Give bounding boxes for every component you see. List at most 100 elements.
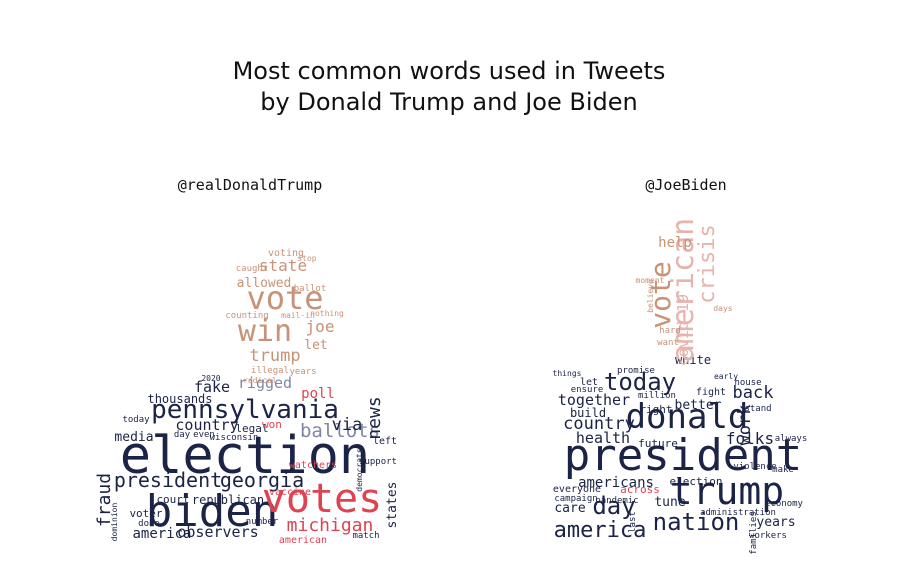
biden-word-donald: donald <box>626 397 749 437</box>
biden-word-election: election <box>670 475 723 488</box>
biden-word-things: things <box>553 369 582 378</box>
trump-word-left: left <box>373 436 397 447</box>
chart-title: Most common words used in Tweets by Dona… <box>0 56 898 118</box>
trump-word-let: let <box>304 338 327 353</box>
trump-word-news: news <box>364 396 385 439</box>
trump-word-mail-in: mail-in <box>281 311 315 320</box>
biden-word-economy: economy <box>765 499 804 509</box>
biden-word-health: health <box>576 429 630 447</box>
trump-word-michigan: michigan <box>287 515 374 536</box>
trump-word-thousands: thousands <box>147 392 212 406</box>
trump-word-fraud: fraud <box>94 473 115 527</box>
biden-word-campaign: campaign <box>554 494 597 504</box>
biden-word-early: early <box>714 372 738 381</box>
trump-word-watchers: watchers <box>289 460 337 471</box>
biden-word-violence: violence <box>733 462 776 472</box>
trump-word-years: years <box>289 367 316 377</box>
biden-word-build: build <box>570 406 606 420</box>
trump-word-voting: voting <box>268 248 304 259</box>
biden-word-day: day <box>592 492 635 520</box>
biden-word-days: days <box>713 304 732 313</box>
trump-word-2020: 2020 <box>201 374 220 383</box>
biden-word-fight: fight <box>696 387 726 398</box>
biden-word-everyone: everyone <box>553 484 601 495</box>
biden-word-back: back <box>733 383 774 403</box>
biden-word-ensure: ensure <box>571 385 604 395</box>
trump-word-ballot: ballot <box>294 284 327 294</box>
biden-word-white: white <box>675 353 711 367</box>
biden-word-families: families <box>749 511 759 554</box>
trump-word-support: support <box>359 457 397 467</box>
biden-word-last: last <box>628 511 638 533</box>
trump-panel-label: @realDonaldTrump <box>177 176 323 194</box>
trump-word-voter: voter <box>129 507 162 520</box>
biden-word-care: care <box>554 501 585 516</box>
trump-word-won: won <box>262 418 282 431</box>
biden-word-america: america <box>554 518 647 543</box>
trump-word-win: win <box>238 314 292 349</box>
trump-word-even: even <box>193 430 215 440</box>
biden-word-let: let <box>580 377 598 388</box>
biden-word-better: better <box>675 398 722 413</box>
trump-word-country: country <box>175 416 238 434</box>
trump-word-fake: fake <box>194 378 230 396</box>
biden-word-country: country <box>563 414 635 434</box>
trump-word-trump: trump <box>249 346 300 366</box>
trump-word-match: match <box>352 531 379 541</box>
biden-word-trump: trump <box>670 469 784 513</box>
biden-word-covid-19: covid-19 <box>674 294 692 366</box>
trump-word-allowed: allowed <box>237 276 292 291</box>
trump-word-illegal: illegal <box>251 366 289 376</box>
trump-word-vaccine: vaccine <box>269 487 311 498</box>
trump-word-dominion: dominion <box>110 503 119 542</box>
biden-word-moment: moment <box>636 276 665 285</box>
trump-word-american: american <box>279 535 327 546</box>
biden-word-american: american <box>666 218 701 363</box>
biden-word-work: work <box>735 405 755 446</box>
biden-word-years: years <box>756 515 795 530</box>
trump-word-radical: radical <box>243 376 277 385</box>
trump-word-court: court <box>156 493 189 506</box>
trump-word-observers: observers <box>177 523 258 541</box>
trump-word-states: states <box>385 482 400 529</box>
biden-word-believe: believe <box>646 279 655 313</box>
biden-word-nation: nation <box>653 508 740 536</box>
biden-word-tune: tune <box>654 495 685 510</box>
trump-word-via: via <box>332 415 363 435</box>
biden-word-want: want <box>657 338 679 348</box>
trump-word-joe: joe <box>306 317 335 336</box>
biden-word-promise: promise <box>617 366 655 376</box>
trump-word-stop: stop <box>297 254 316 263</box>
trump-word-pennsylvania: pennsylvania <box>151 395 339 425</box>
chart-title-line-1: Most common words used in Tweets <box>232 57 666 85</box>
biden-word-make: make <box>772 465 794 475</box>
trump-word-media: media <box>114 430 153 445</box>
biden-word-together: together <box>558 391 630 409</box>
trump-word-day: day <box>174 430 191 440</box>
biden-word-future: future <box>638 437 678 450</box>
trump-word-number: number <box>246 517 279 527</box>
biden-word-million: million <box>638 391 676 401</box>
trump-word-wisconsin: wisconsin <box>210 433 259 443</box>
biden-word-always: always <box>775 434 808 444</box>
biden-panel-label: @JoeBiden <box>645 176 727 194</box>
trump-word-state: state <box>259 256 307 275</box>
biden-word-president: president <box>564 430 802 481</box>
trump-word-georgia: georgia <box>220 468 304 492</box>
trump-word-nothing: nothing <box>310 309 344 318</box>
trump-word-ballots: ballots <box>300 420 380 442</box>
trump-word-election: election <box>120 426 370 486</box>
biden-word-right: right <box>639 403 672 416</box>
biden-word-crisis: crisis <box>695 224 720 303</box>
biden-word-hard: hard <box>659 326 681 336</box>
trump-word-democrats: democrats <box>355 448 364 492</box>
chart-title-line-2: by Donald Trump and Joe Biden <box>260 88 638 116</box>
biden-word-house: house <box>734 378 761 388</box>
biden-word-vote: vote <box>644 261 677 328</box>
trump-word-today: today <box>122 415 150 425</box>
biden-word-today: today <box>604 368 676 396</box>
trump-word-republican: republican <box>192 493 264 507</box>
